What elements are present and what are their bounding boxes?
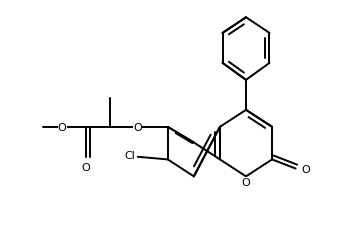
Text: O: O (58, 122, 66, 132)
Text: O: O (81, 163, 90, 173)
Text: Cl: Cl (125, 151, 135, 161)
Text: O: O (242, 177, 250, 187)
Text: O: O (301, 164, 310, 174)
Text: O: O (134, 122, 142, 132)
